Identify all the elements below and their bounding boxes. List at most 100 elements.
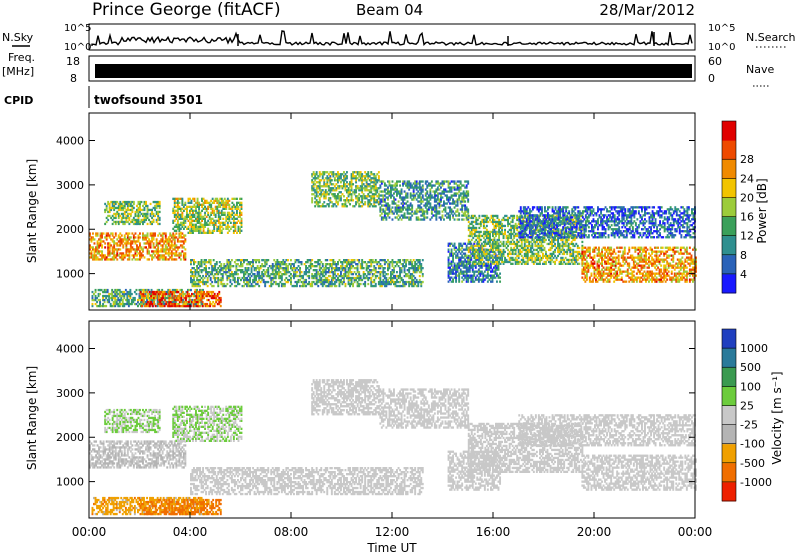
echo-cell	[346, 276, 348, 280]
echo-cell	[361, 195, 364, 198]
echo-cell	[452, 214, 455, 217]
echo-cell	[125, 214, 128, 218]
echo-cell	[493, 266, 495, 269]
echo-cell	[219, 298, 222, 302]
echo-cell	[429, 194, 432, 197]
echo-cell	[444, 202, 447, 205]
echo-cell	[420, 280, 423, 284]
echo-cell	[314, 183, 317, 186]
echo-cell	[170, 234, 173, 237]
echo-cell	[252, 263, 255, 266]
echo-cell	[190, 231, 193, 234]
echo-cell	[142, 292, 145, 296]
echo-cell	[208, 229, 211, 232]
echo-cell	[290, 267, 292, 270]
echo-cell	[491, 280, 494, 283]
echo-cell	[420, 282, 423, 286]
echo-cell	[461, 244, 464, 247]
echo-cell	[157, 246, 160, 249]
echo-cell	[492, 240, 494, 244]
echo-cell	[121, 304, 124, 308]
echo-cell	[99, 292, 102, 296]
echo-cell	[144, 288, 147, 292]
echo-cell	[108, 204, 111, 208]
echo-cell	[424, 194, 427, 197]
echo-cell	[196, 302, 199, 306]
echo-cell	[476, 244, 479, 248]
echo-cell	[411, 184, 414, 187]
echo-cell	[323, 197, 326, 200]
echo-cell	[396, 192, 398, 195]
echo-cell	[383, 274, 386, 278]
echo-cell	[400, 198, 403, 201]
echo-cell	[411, 208, 414, 211]
echo-cell	[253, 267, 256, 270]
echo-cell	[170, 256, 173, 259]
echo-cell	[173, 298, 176, 302]
echo-cell	[261, 278, 264, 282]
echo-cell	[443, 218, 445, 221]
echo-cell	[205, 265, 208, 268]
echo-cell	[226, 199, 229, 202]
echo-cell	[283, 263, 286, 266]
echo-cell	[344, 175, 347, 178]
echo-cell	[267, 273, 270, 276]
echo-cell	[255, 269, 258, 272]
echo-cell	[474, 264, 477, 267]
echo-cell	[126, 242, 129, 245]
echo-cell	[450, 186, 453, 189]
echo-cell	[321, 280, 324, 284]
echo-cell	[473, 274, 476, 277]
echo-cell	[173, 252, 176, 255]
echo-cell	[478, 244, 481, 248]
echo-cell	[283, 278, 286, 282]
echo-cell	[344, 265, 347, 268]
echo-cell	[133, 302, 136, 306]
echo-cell	[462, 204, 465, 207]
echo-cell	[478, 252, 481, 256]
echo-cell	[379, 271, 382, 274]
echo-cell	[458, 278, 461, 281]
echo-cell	[374, 259, 377, 262]
echo-cell	[122, 256, 125, 259]
echo-cell	[99, 258, 102, 261]
echo-cell	[373, 183, 376, 186]
echo-cell	[142, 218, 144, 222]
echo-cell	[493, 250, 496, 254]
echo-cell	[181, 217, 184, 220]
echo-cell	[223, 213, 226, 216]
echo-cell	[164, 232, 167, 235]
echo-cell	[229, 261, 232, 264]
echo-cell	[427, 200, 430, 203]
echo-cell	[190, 302, 192, 306]
echo-cell	[208, 215, 211, 218]
echo-cell	[151, 254, 154, 257]
echo-cell	[478, 256, 481, 260]
echo-cell	[443, 182, 445, 185]
echo-cell	[490, 246, 493, 250]
echo-cell	[443, 188, 445, 191]
echo-cell	[385, 280, 388, 284]
echo-cell	[111, 258, 114, 261]
echo-cell	[126, 258, 129, 261]
echo-cell	[240, 207, 243, 210]
echo-cell	[123, 242, 126, 245]
echo-cell	[279, 276, 282, 280]
echo-cell	[483, 274, 486, 277]
echo-cell	[240, 265, 242, 268]
echo-cell	[341, 274, 344, 278]
echo-cell	[490, 220, 493, 224]
echo-cell	[485, 264, 488, 267]
echo-cell	[396, 180, 398, 183]
echo-cell	[250, 282, 253, 286]
echo-cell	[287, 267, 289, 270]
echo-cell	[329, 177, 332, 180]
echo-cell	[487, 232, 490, 236]
echo-cell	[344, 187, 347, 190]
echo-cell	[323, 267, 326, 270]
echo-cell	[129, 240, 132, 243]
echo-cell	[315, 177, 318, 180]
echo-cell	[391, 212, 394, 215]
echo-cell	[367, 175, 370, 178]
echo-cell	[449, 214, 452, 217]
